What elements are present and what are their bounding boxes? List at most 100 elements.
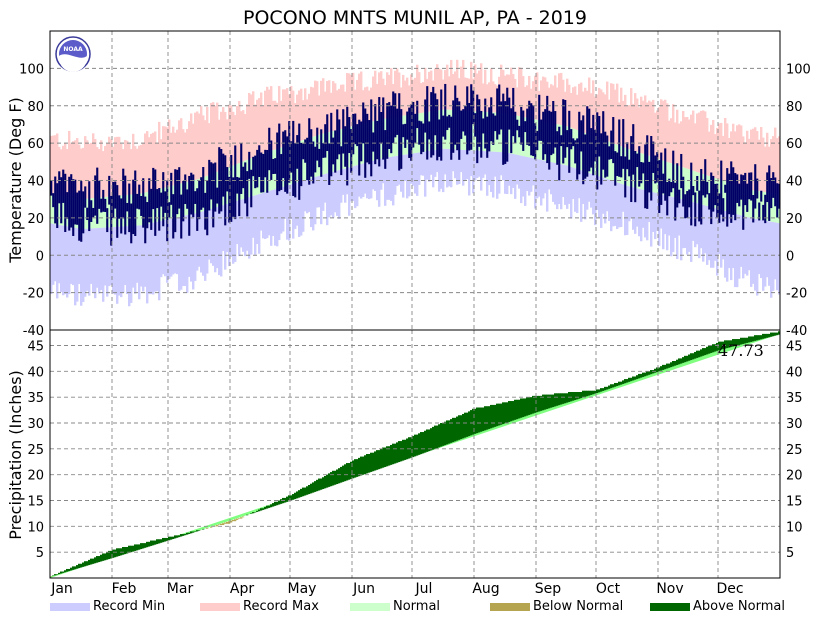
- record-min-bar: [630, 186, 633, 219]
- observed-temperature-bar: [252, 156, 255, 177]
- record-min-bar: [612, 181, 615, 227]
- record-max-bar: [260, 92, 263, 155]
- observed-temperature-bar: [764, 194, 767, 224]
- observed-temperature-bar: [564, 100, 567, 158]
- record-max-bar: [480, 63, 483, 112]
- above-normal-segment: [762, 333, 765, 339]
- normal-range-bar: [652, 157, 655, 193]
- record-min-bar: [254, 195, 257, 255]
- record-max-bar: [266, 86, 269, 153]
- observed-temperature-bar: [170, 172, 173, 205]
- above-normal-segment: [648, 371, 651, 375]
- record-max-bar: [642, 100, 645, 154]
- record-min-bar: [720, 209, 723, 268]
- observed-temperature-bar: [392, 91, 395, 143]
- record-min-bar: [56, 224, 59, 299]
- observed-temperature-bar: [722, 198, 725, 222]
- normal-range-bar: [104, 197, 107, 228]
- observed-temperature-bar: [234, 145, 237, 220]
- record-max-bar: [212, 102, 215, 174]
- normal-range-bar: [724, 181, 727, 211]
- record-min-bar: [544, 160, 547, 194]
- temperature-y-tick-label: 80: [27, 100, 44, 115]
- observed-temperature-bar: [68, 176, 71, 231]
- record-max-bar: [640, 96, 643, 154]
- record-max-bar: [648, 100, 651, 156]
- record-min-bar: [72, 227, 75, 286]
- observed-temperature-bar: [760, 190, 763, 202]
- observed-temperature-bar: [476, 94, 479, 164]
- above-normal-segment: [348, 463, 351, 480]
- record-max-bar: [348, 73, 351, 128]
- observed-temperature-bar: [230, 154, 233, 222]
- record-max-bar: [758, 139, 761, 192]
- record-min-bar: [470, 150, 473, 177]
- observed-temperature-bar: [256, 149, 259, 188]
- above-normal-segment: [428, 429, 431, 452]
- observed-temperature-bar: [630, 136, 633, 203]
- above-normal-segment: [420, 432, 423, 455]
- observed-temperature-bar: [282, 131, 285, 179]
- observed-temperature-bar: [264, 149, 267, 178]
- precipitation-y-tick-label: 20: [27, 469, 44, 484]
- record-max-bar: [66, 148, 69, 197]
- above-normal-segment: [476, 407, 479, 434]
- temperature-y-tick-label-right: 80: [786, 100, 803, 115]
- record-min-bar: [262, 192, 265, 239]
- above-normal-segment: [68, 568, 71, 572]
- observed-temperature-bar: [580, 120, 583, 152]
- record-min-bar: [442, 148, 445, 193]
- record-min-bar: [222, 205, 225, 251]
- month-label: Jun: [352, 581, 375, 597]
- record-max-bar: [52, 135, 55, 195]
- record-min-bar: [326, 173, 329, 226]
- observed-temperature-bar: [368, 120, 371, 165]
- above-normal-segment: [520, 398, 523, 418]
- record-min-bar: [454, 149, 457, 179]
- observed-temperature-bar: [100, 198, 103, 213]
- record-max-bar: [528, 75, 531, 119]
- record-min-bar: [330, 172, 333, 216]
- above-normal-segment: [504, 402, 507, 424]
- record-min-bar: [188, 214, 191, 277]
- record-max-bar: [308, 93, 311, 139]
- record-max-bar: [526, 85, 529, 118]
- above-normal-segment: [152, 540, 155, 546]
- observed-temperature-bar: [698, 190, 701, 222]
- record-max-bar: [716, 127, 719, 179]
- record-min-bar: [272, 189, 275, 236]
- record-max-bar: [554, 75, 557, 124]
- record-min-bar: [438, 149, 441, 192]
- record-max-bar: [430, 70, 433, 112]
- above-normal-segment: [58, 572, 61, 575]
- record-min-bar: [434, 150, 437, 177]
- observed-temperature-bar: [152, 167, 155, 210]
- normal-range-bar: [494, 112, 497, 152]
- record-min-bar: [390, 156, 393, 201]
- above-normal-segment: [732, 339, 735, 347]
- above-normal-segment: [642, 372, 645, 377]
- above-normal-segment: [124, 547, 127, 555]
- observed-temperature-bar: [160, 192, 163, 207]
- observed-temperature-bar: [304, 139, 307, 163]
- record-max-bar: [584, 87, 587, 133]
- observed-temperature-bar: [296, 135, 299, 169]
- record-max-bar: [344, 91, 347, 129]
- record-min-bar: [684, 200, 687, 248]
- record-max-bar: [70, 143, 73, 198]
- observed-temperature-bar: [126, 202, 129, 212]
- record-max-bar: [210, 102, 213, 175]
- observed-temperature-bar: [482, 118, 485, 134]
- record-max-bar: [704, 111, 707, 175]
- below-normal-segment: [226, 521, 229, 524]
- record-min-bar: [500, 152, 503, 176]
- above-normal-segment: [62, 571, 65, 573]
- record-max-bar: [240, 111, 243, 163]
- record-max-bar: [672, 104, 675, 164]
- precipitation-y-tick-label: 35: [27, 391, 44, 406]
- record-max-bar: [692, 110, 695, 171]
- observed-temperature-bar: [64, 173, 67, 232]
- above-normal-segment: [616, 382, 619, 387]
